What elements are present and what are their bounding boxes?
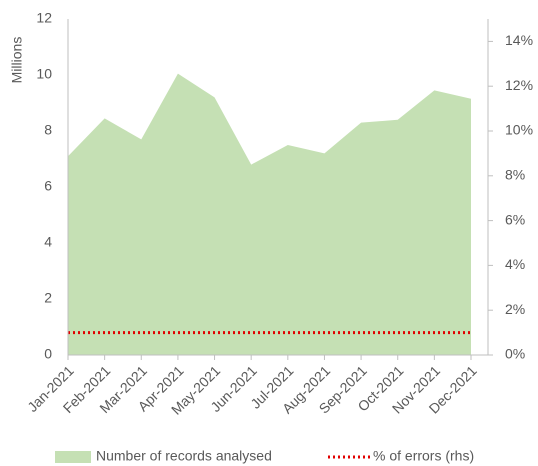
y2-tick-label: 10% bbox=[505, 122, 533, 138]
y2-tick-label: 4% bbox=[505, 256, 525, 272]
y2-tick-label: 14% bbox=[505, 32, 533, 48]
y-axis-label: Millions bbox=[9, 37, 25, 84]
area bbox=[68, 73, 471, 355]
legend-label: % of errors (rhs) bbox=[373, 448, 474, 464]
y-tick-label: 10 bbox=[36, 66, 52, 82]
y-tick-label: 8 bbox=[44, 122, 52, 138]
y-tick-label: 2 bbox=[44, 290, 52, 306]
y-tick-label: 12 bbox=[36, 10, 52, 26]
y-tick-label: 0 bbox=[44, 346, 52, 362]
y-tick-label: 4 bbox=[44, 234, 52, 250]
y2-tick-label: 8% bbox=[505, 167, 525, 183]
y2-tick-label: 12% bbox=[505, 77, 533, 93]
y2-tick-label: 6% bbox=[505, 211, 525, 227]
legend-swatch bbox=[55, 451, 91, 463]
legend-label: Number of records analysed bbox=[96, 448, 272, 464]
y-tick-label: 6 bbox=[44, 178, 52, 194]
y2-tick-label: 0% bbox=[505, 346, 525, 362]
y2-tick-label: 2% bbox=[505, 301, 525, 317]
